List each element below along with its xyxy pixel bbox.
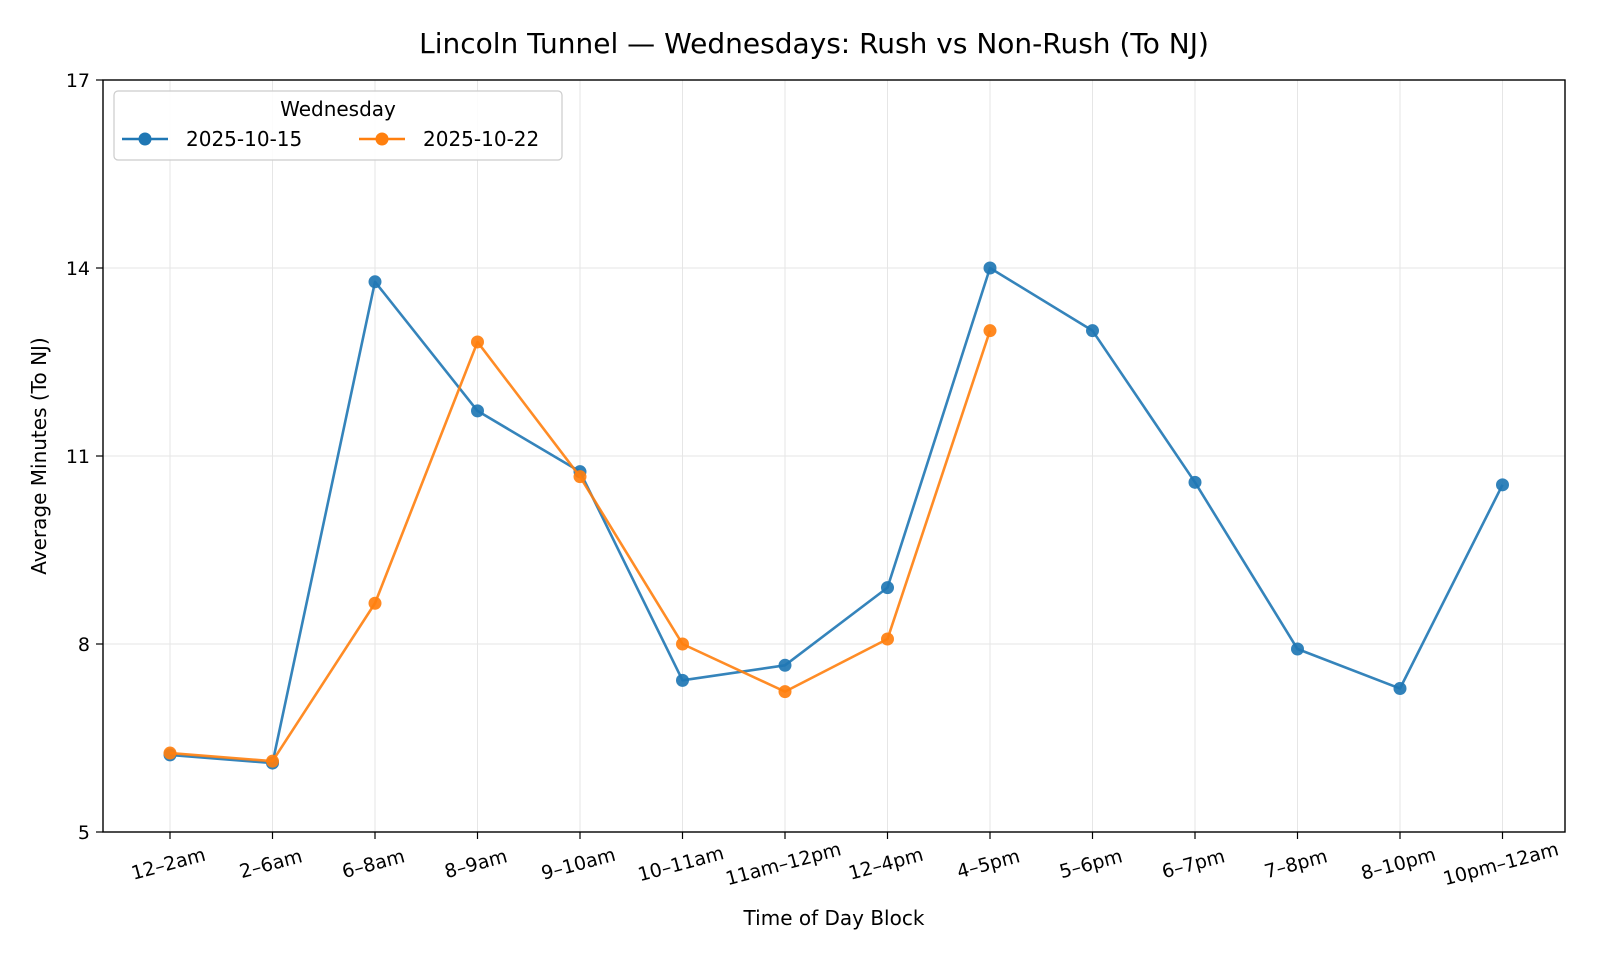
axes: 12–2am 2–6am 6–8am 8–9am 9–10am 10–11am11am–1…: [66, 70, 1561, 890]
x-tick-label: 9–10am: [539, 844, 618, 885]
data-point: [1393, 681, 1407, 695]
x-tick-label: 2–6am: [237, 845, 304, 883]
data-point: [471, 335, 484, 349]
x-tick-label: 5–6pm: [1057, 845, 1125, 883]
data-point: [881, 632, 894, 646]
series-2: [163, 324, 997, 768]
series-layer: [163, 261, 1509, 770]
legend-label: 2025-10-15: [186, 127, 302, 151]
x-tick-label: 12–4pm: [846, 844, 925, 885]
x-tick-label: 8–10pm: [1359, 844, 1438, 885]
chart-title: Lincoln Tunnel — Wednesdays: Rush vs Non…: [419, 27, 1209, 60]
x-tick-label: 10–11am: [636, 842, 727, 886]
legend-box: [113, 90, 563, 161]
data-point: [1188, 475, 1202, 489]
legend-entries: 2025-10-15 2025-10-22: [122, 127, 539, 151]
y-axis-title: Average Minutes (To NJ): [27, 337, 51, 574]
x-tick-label: 6–8am: [340, 845, 407, 883]
data-point: [983, 324, 997, 338]
data-point: [1496, 478, 1509, 492]
data-point: [368, 596, 382, 610]
x-tick-label: 4–5pm: [955, 845, 1023, 883]
x-tick-label: 7–8pm: [1262, 845, 1330, 883]
legend-entry: 2025-10-22: [359, 127, 539, 151]
legend-marker: [375, 132, 389, 146]
y-tick-label: 11: [66, 446, 90, 468]
legend-title: Wednesday: [280, 97, 396, 121]
y-tick-label: 14: [66, 258, 90, 280]
data-point: [1291, 642, 1304, 656]
x-tick-label: 6–7pm: [1160, 845, 1228, 883]
legend-label: 2025-10-22: [423, 127, 539, 151]
x-tick-label: 12–2am: [129, 844, 208, 885]
x-axis-title: Time of Day Block: [743, 906, 925, 930]
grid-lines: [103, 79, 1565, 833]
legend-entry: 2025-10-15: [122, 127, 302, 151]
data-point: [163, 746, 177, 760]
data-point: [471, 404, 484, 418]
y-tick-label: 5: [78, 822, 90, 844]
data-point: [368, 275, 382, 289]
legend-marker: [138, 132, 152, 146]
data-point: [676, 673, 689, 687]
series-1: [163, 261, 1509, 770]
data-point: [1086, 324, 1099, 338]
x-tick-label: 10pm–12am: [1441, 838, 1561, 890]
legend: Wednesday 2025-10-15 2025-10-22: [113, 90, 563, 161]
data-point: [676, 637, 689, 651]
data-point: [881, 581, 894, 595]
x-tick-label: 11am–12pm: [723, 838, 843, 890]
data-point: [778, 685, 792, 699]
x-tick-label: 8–9am: [442, 845, 509, 883]
data-point: [983, 261, 997, 275]
series-line: [169, 266, 1504, 765]
y-tick-label: 17: [66, 70, 90, 92]
data-point: [573, 470, 587, 484]
data-point: [266, 754, 279, 768]
y-tick-label: 8: [78, 634, 90, 656]
data-point: [778, 658, 792, 672]
